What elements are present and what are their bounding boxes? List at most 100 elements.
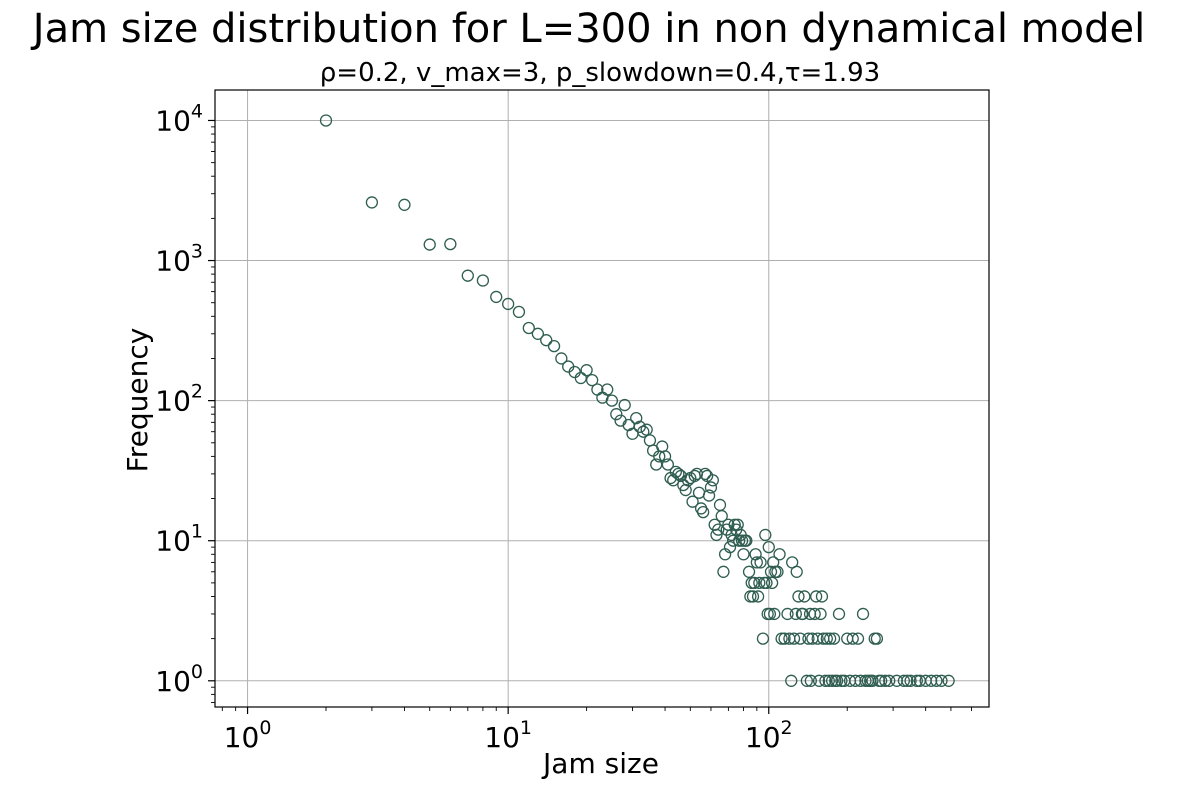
y-tick-label: 103: [155, 241, 203, 278]
data-point: [759, 528, 772, 542]
data-point: [901, 674, 914, 687]
data-point: [580, 364, 593, 377]
data-point: [846, 632, 859, 645]
data-point: [765, 576, 779, 590]
data-point: [814, 607, 827, 621]
data-point: [756, 632, 770, 645]
data-point: [792, 590, 805, 603]
data-point: [681, 474, 695, 487]
data-point: [555, 352, 568, 365]
data-point: [790, 565, 803, 578]
data-point: [778, 632, 791, 645]
x-tick-label: 100: [224, 717, 272, 754]
y-tick-labels: 100 101 102 103 104: [155, 100, 203, 697]
data-point: [444, 237, 457, 251]
y-tick-label: 101: [155, 521, 203, 558]
data-point: [365, 196, 379, 209]
data-point: [802, 632, 815, 645]
data-point: [717, 565, 730, 578]
data-point: [808, 607, 821, 621]
data-point: [605, 394, 619, 407]
data-point: [819, 674, 832, 687]
data-point: [796, 607, 809, 621]
data-point: [702, 489, 716, 502]
data-point: [706, 474, 719, 487]
data-point: [854, 674, 867, 687]
data-point: [751, 590, 765, 603]
data-point: [849, 674, 862, 687]
data-point: [704, 481, 718, 494]
data-point: [798, 590, 811, 603]
data-point: [715, 509, 728, 523]
data-point: [698, 467, 712, 481]
data-point: [804, 674, 817, 687]
data-point: [754, 556, 767, 569]
data-point: [773, 548, 786, 561]
data-point: [942, 674, 955, 687]
data-point: [540, 334, 553, 347]
chart-title: Jam size distribution for L=300 in non d…: [30, 6, 1145, 52]
data-point: [753, 576, 766, 590]
data-point: [547, 339, 561, 353]
data-point: [823, 632, 837, 645]
data-point: [794, 632, 807, 645]
data-point: [835, 674, 848, 687]
data-point: [883, 674, 896, 687]
data-point: [574, 371, 587, 385]
x-tick-label: 102: [745, 717, 793, 754]
data-point: [728, 518, 741, 531]
data-point: [750, 556, 763, 569]
data-point: [742, 565, 756, 578]
data-point: [825, 674, 839, 687]
data-point: [737, 548, 750, 561]
x-axis-label: Jam size: [541, 747, 659, 780]
y-tick-label: 104: [155, 100, 203, 137]
data-point: [822, 674, 835, 687]
data-point: [810, 590, 823, 603]
data-point: [461, 269, 474, 282]
y-tick-label: 100: [155, 661, 203, 698]
data-point: [319, 114, 333, 127]
data-point: [832, 607, 846, 621]
data-point: [490, 290, 503, 304]
data-point: [935, 674, 948, 687]
data-point: [781, 607, 794, 621]
data-point: [787, 632, 801, 645]
data-point: [723, 540, 737, 554]
data-point: [789, 607, 802, 621]
data-point: [679, 483, 692, 497]
data-point: [904, 674, 917, 687]
x-tick-labels: 100 101 102: [224, 717, 793, 754]
data-point: [735, 534, 749, 547]
data-point: [585, 374, 599, 387]
minor-ticks: [211, 126, 973, 711]
data-point: [696, 505, 710, 519]
data-point: [661, 458, 675, 471]
data-point: [674, 469, 688, 483]
data-point: [712, 523, 725, 536]
x-tick-label: 101: [484, 717, 532, 754]
data-point: [476, 274, 490, 287]
chart-subtitle: ρ=0.2, v_max=3, p_slowdown=0.4,τ=1.93: [320, 58, 880, 88]
data-point: [820, 632, 833, 645]
y-tick-label: 102: [155, 381, 203, 418]
data-point: [875, 674, 888, 687]
data-point: [748, 576, 761, 590]
data-point: [733, 534, 746, 547]
data-point: [856, 607, 870, 621]
data-point: [740, 534, 753, 547]
data-point: [930, 674, 943, 687]
data-point: [502, 297, 515, 311]
data-point: [866, 674, 879, 687]
data-point: [686, 495, 699, 508]
data-point: [800, 674, 813, 687]
data-point: [925, 674, 938, 687]
data-point: [831, 674, 844, 687]
data-point: [897, 674, 911, 687]
data-point: [610, 408, 623, 421]
data-point: [827, 632, 841, 645]
major-ticks: [208, 119, 770, 714]
